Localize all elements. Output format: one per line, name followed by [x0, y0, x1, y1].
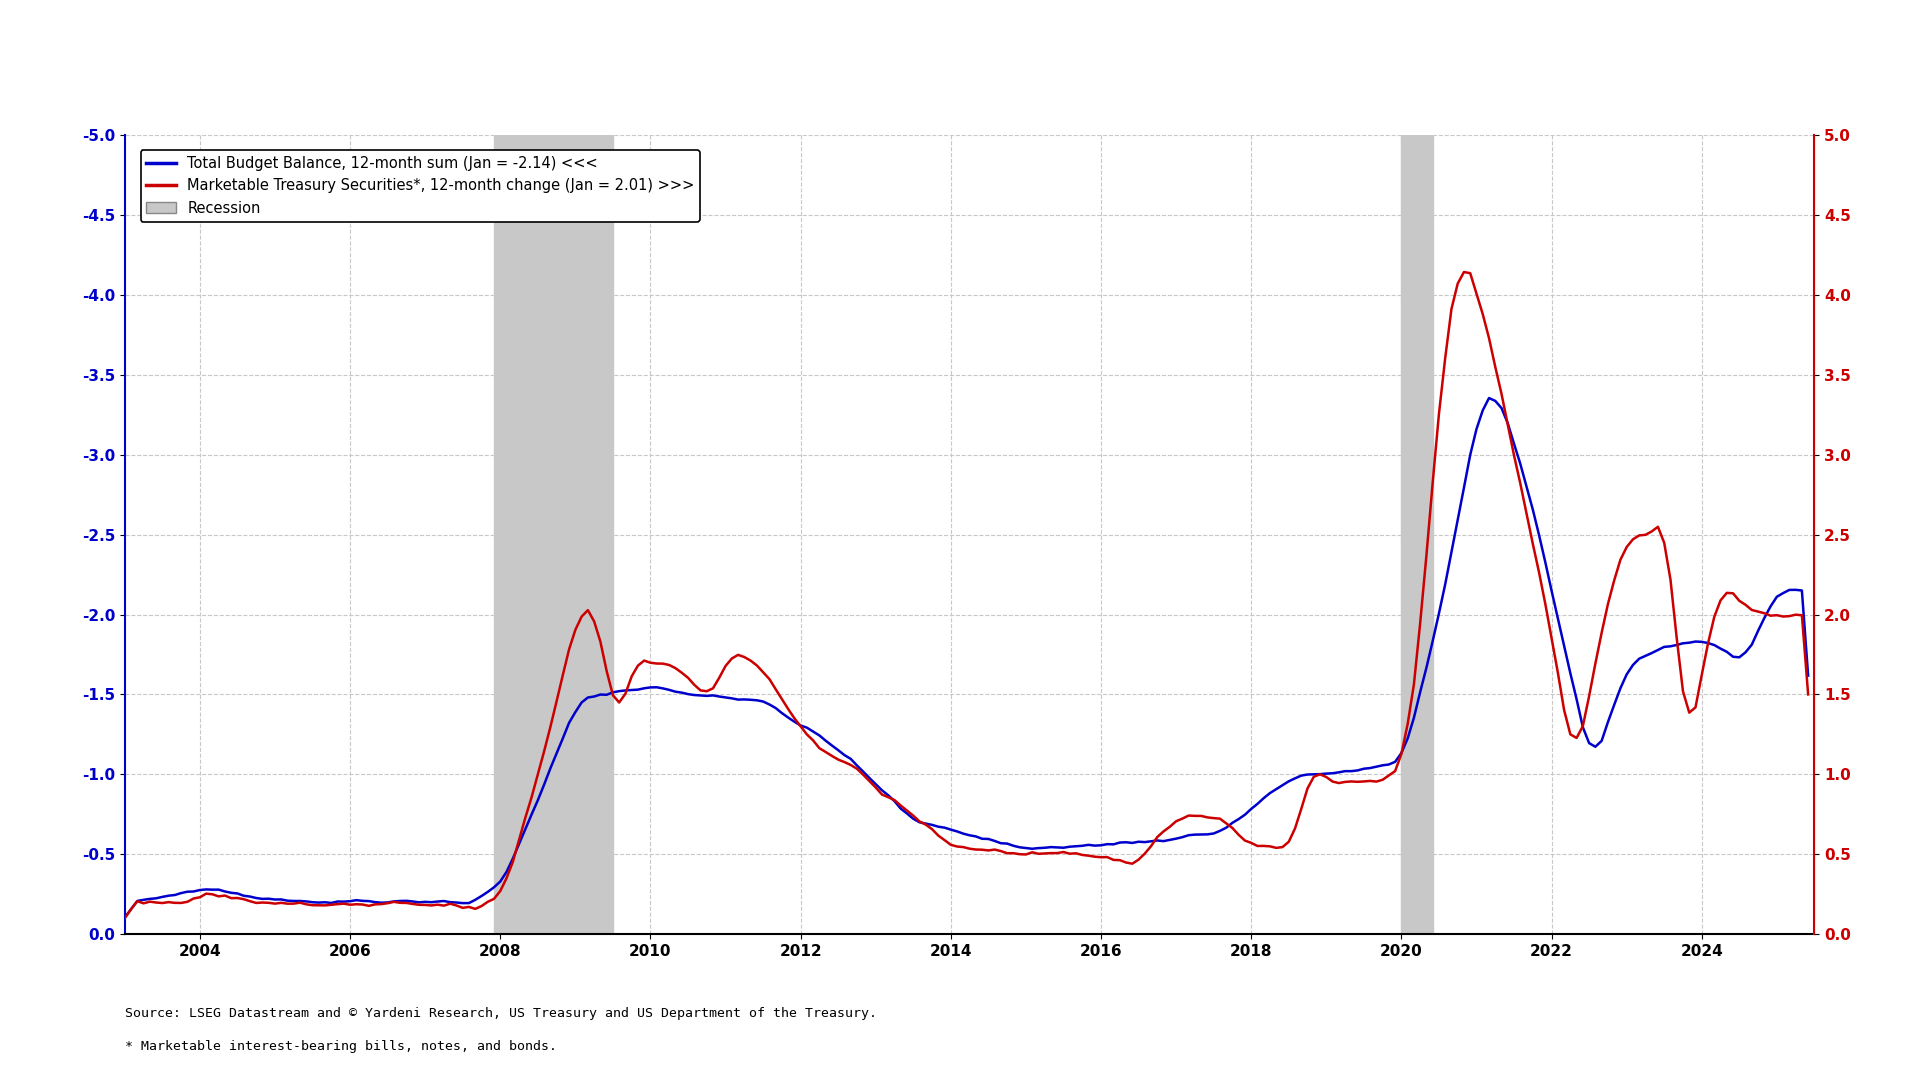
Text: (trillion dollars, 12-month basis, inverted scale): (trillion dollars, 12-month basis, inver…	[674, 92, 1236, 110]
Bar	[1402, 135, 1432, 934]
Legend: Total Budget Balance, 12-month sum (Jan = -2.14) <<<, Marketable Treasury Securi: Total Budget Balance, 12-month sum (Jan …	[140, 150, 701, 221]
Text: Source: LSEG Datastream and © Yardeni Research, US Treasury and US Department of: Source: LSEG Datastream and © Yardeni Re…	[125, 1008, 877, 1021]
Bar	[493, 135, 612, 934]
Text: * Marketable interest-bearing bills, notes, and bonds.: * Marketable interest-bearing bills, not…	[125, 1040, 557, 1053]
Text: US FEDERAL GOVERNMENT BUDGET DEFICIT & MARKETABLE TREASURY SECURITIES: US FEDERAL GOVERNMENT BUDGET DEFICIT & M…	[451, 41, 1459, 65]
